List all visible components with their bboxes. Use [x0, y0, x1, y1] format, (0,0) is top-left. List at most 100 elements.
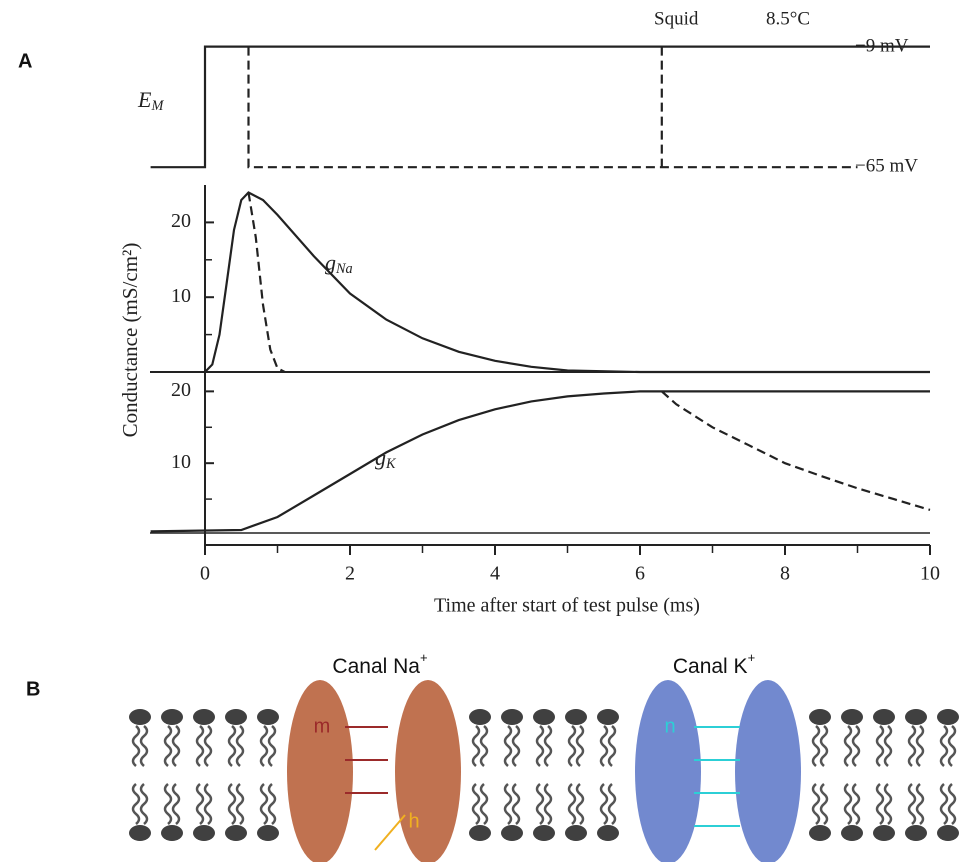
lipid-head [597, 825, 619, 841]
lipid-tail [139, 725, 149, 767]
lipid-tail [575, 783, 585, 825]
lipid-tail [171, 783, 181, 825]
lipid-tail [939, 725, 949, 767]
title-superscript: + [420, 650, 428, 665]
panel-label: B [26, 678, 40, 700]
lipid-head [257, 709, 279, 725]
lipid-head [225, 709, 247, 725]
lipid-tail [267, 725, 277, 767]
lipid-head [565, 825, 587, 841]
lipid-tail [915, 783, 925, 825]
lipid-head [533, 709, 555, 725]
gate-pointer [374, 814, 406, 851]
lipid-tail [511, 783, 521, 825]
lipid-tail [203, 725, 213, 767]
channel-subunit [287, 680, 353, 862]
y-axis-title: Conductance (mS/cm²) [118, 243, 142, 438]
gate-label: h [408, 810, 419, 832]
y-tick-label: 20 [171, 379, 191, 401]
lipid-tail [195, 783, 205, 825]
lipid-tail [543, 783, 553, 825]
lipid-head [937, 709, 959, 725]
lipid-tail [471, 725, 481, 767]
panel-label: A [18, 50, 32, 72]
lipid-tail [819, 783, 829, 825]
lipid-tail [227, 783, 237, 825]
lipid-tail [819, 725, 829, 767]
lipid-tail [567, 725, 577, 767]
lipid-tail [259, 783, 269, 825]
x-tick-label: 0 [200, 563, 210, 585]
lipid-head [161, 709, 183, 725]
lipid-tail [479, 783, 489, 825]
lipid-tail [227, 725, 237, 767]
x-tick-label: 4 [490, 563, 500, 585]
lipid-head [225, 825, 247, 841]
lipid-head [937, 825, 959, 841]
trace [150, 45, 930, 169]
lipid-tail [907, 783, 917, 825]
level-label: −9 mV [855, 35, 909, 56]
x-tick-label: 10 [920, 563, 940, 585]
lipid-tail [947, 783, 957, 825]
lipid-head [533, 825, 555, 841]
lipid-head [841, 709, 863, 725]
curve-label: gNa [325, 250, 353, 277]
trace [150, 390, 930, 533]
lipid-tail [235, 725, 245, 767]
trace [204, 191, 930, 374]
channel-title: Canal K+ [673, 650, 755, 677]
lipid-tail [875, 783, 885, 825]
curve-label: EM [137, 87, 164, 114]
trace [247, 46, 858, 169]
lipid-tail [915, 725, 925, 767]
lipid-tail [811, 725, 821, 767]
lipid-tail [471, 783, 481, 825]
lipid-head [469, 825, 491, 841]
label-subscript: Na [335, 261, 353, 277]
lipid-tail [883, 725, 893, 767]
label-subscript: M [150, 98, 164, 114]
lipid-head [905, 709, 927, 725]
lipid-tail [511, 725, 521, 767]
label-main: g [325, 250, 336, 275]
lipid-tail [875, 725, 885, 767]
lipid-tail [259, 725, 269, 767]
title-main: Canal Na [332, 655, 420, 678]
lipid-tail [479, 725, 489, 767]
lipid-tail [543, 725, 553, 767]
channel-subunit [395, 680, 461, 862]
annotation: 8.5°C [766, 8, 810, 29]
lipid-head [161, 825, 183, 841]
label-subscript: K [385, 456, 397, 472]
lipid-tail [139, 783, 149, 825]
lipid-tail [599, 783, 609, 825]
level-label: −65 mV [855, 155, 918, 176]
lipid-tail [939, 783, 949, 825]
lipid-head [469, 709, 491, 725]
lipid-tail [599, 725, 609, 767]
lipid-head [501, 709, 523, 725]
lipid-head [193, 825, 215, 841]
lipid-tail [883, 783, 893, 825]
curve-label: gK [375, 445, 397, 472]
lipid-head [193, 709, 215, 725]
lipid-tail [843, 725, 853, 767]
lipid-head [905, 825, 927, 841]
lipid-tail [203, 783, 213, 825]
label-main: E [137, 87, 152, 112]
lipid-tail [535, 783, 545, 825]
lipid-tail [843, 783, 853, 825]
lipid-tail [575, 725, 585, 767]
annotation: Squid [654, 8, 699, 29]
channel-title: Canal Na+ [332, 650, 427, 677]
lipid-tail [851, 725, 861, 767]
trace [661, 390, 931, 511]
lipid-tail [947, 725, 957, 767]
lipid-tail [163, 783, 173, 825]
lipid-head [841, 825, 863, 841]
lipid-head [129, 709, 151, 725]
lipid-tail [503, 725, 513, 767]
lipid-head [129, 825, 151, 841]
